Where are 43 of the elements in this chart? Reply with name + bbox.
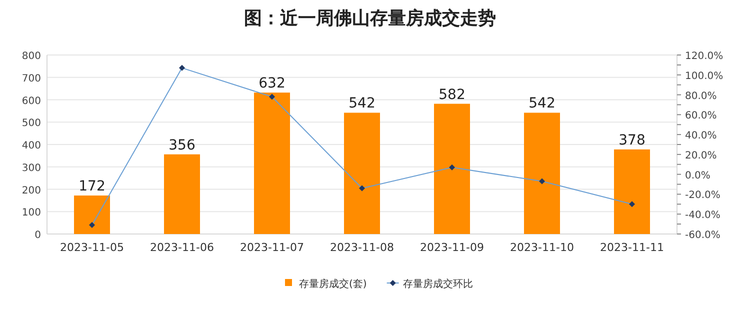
x-tick-label: 2023-11-08: [330, 241, 394, 254]
y2-tick-label: 20.0%: [685, 150, 717, 162]
y2-tick-label: 0.0%: [685, 170, 710, 182]
x-tick-label: 2023-11-06: [150, 241, 214, 254]
y2-tick-label: 80.0%: [685, 90, 717, 102]
legend-label: 存量房成交(套): [299, 278, 367, 290]
x-tick-label: 2023-11-09: [420, 241, 484, 254]
y2-tick-label: -40.0%: [685, 210, 720, 222]
y2-tick-label: -20.0%: [685, 190, 720, 202]
bar: [434, 104, 470, 234]
y-tick-label: 200: [22, 185, 41, 196]
y2-tick-label: 120.0%: [685, 51, 724, 62]
x-tick-label: 2023-11-11: [600, 241, 664, 254]
y-tick-label: 300: [22, 162, 41, 174]
bar: [254, 92, 290, 234]
legend-label: 存量房成交环比: [402, 278, 473, 290]
y2-tick-label: -60.0%: [685, 230, 720, 241]
data-label: 542: [348, 96, 376, 112]
x-tick-label: 2023-11-07: [240, 241, 304, 254]
bar: [164, 154, 200, 234]
y-tick-label: 100: [22, 208, 41, 219]
y-tick-label: 700: [22, 73, 41, 84]
bar: [344, 112, 380, 234]
x-tick-label: 2023-11-05: [60, 241, 124, 254]
data-label: 632: [258, 76, 286, 92]
data-label: 172: [78, 178, 106, 195]
x-tick-label: 2023-11-10: [510, 241, 574, 254]
chart-title: 图：近一周佛山存量房成交走势: [244, 8, 496, 29]
y-tick-label: 0: [34, 230, 41, 241]
y2-tick-label: 40.0%: [685, 130, 717, 142]
data-label: 378: [618, 132, 646, 148]
y-tick-label: 500: [22, 118, 41, 130]
bar: [524, 112, 560, 234]
y-tick-label: 600: [22, 96, 41, 107]
y2-tick-label: 100.0%: [685, 70, 724, 82]
y2-tick-label: 60.0%: [685, 110, 717, 122]
bar: [74, 196, 110, 234]
data-label: 582: [438, 86, 466, 103]
y-tick-label: 400: [22, 140, 41, 152]
data-label: 542: [528, 96, 556, 112]
y-tick-label: 800: [22, 51, 41, 62]
bar: [614, 149, 650, 234]
data-label: 356: [168, 137, 196, 154]
